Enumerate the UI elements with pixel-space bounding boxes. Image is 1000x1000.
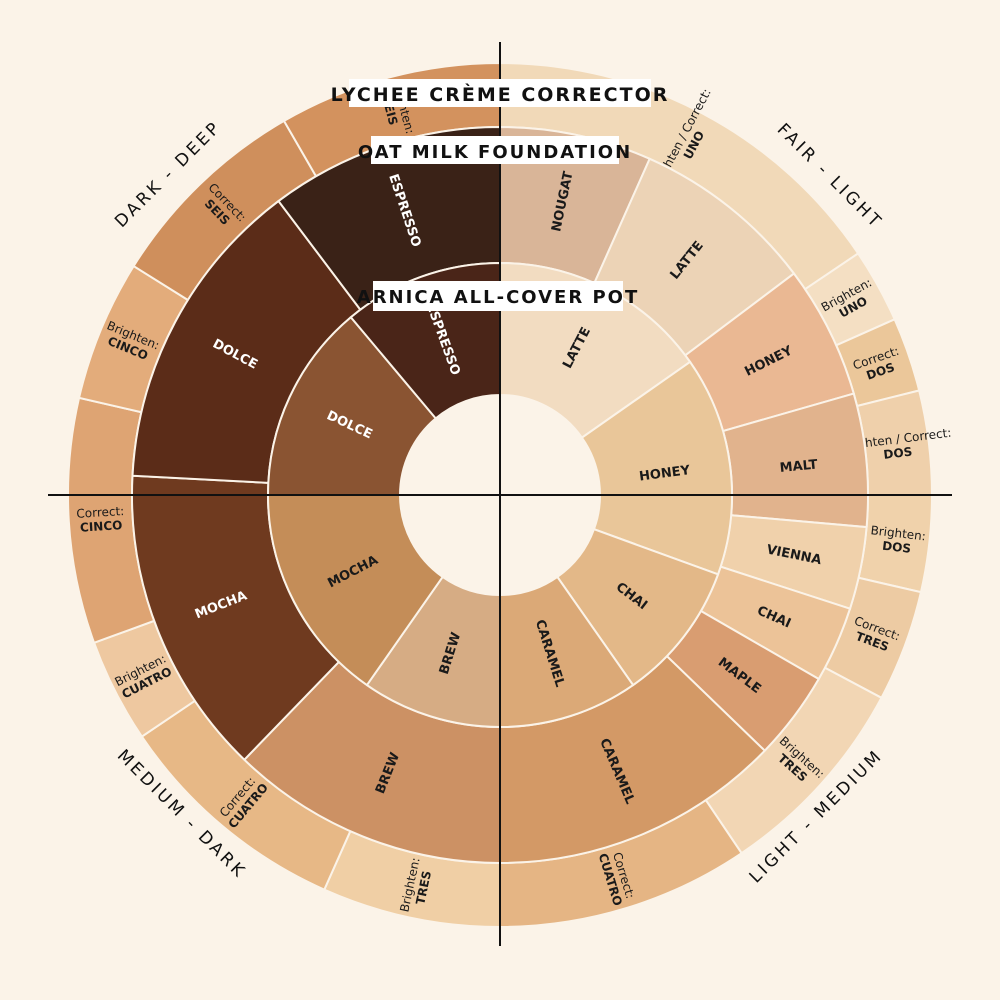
outer-label-line2: CINCO (80, 518, 123, 535)
outer-ring-corrector-shades: Brighten / Correct:UNOBrighten:UNOCorrec… (67, 61, 952, 929)
outer-label-line1: Correct: (76, 504, 125, 521)
outer-label-line1: Brighten: (870, 523, 927, 543)
inner-label-honey: HONEY (638, 463, 691, 485)
outer-label-line2: DOS (883, 444, 913, 461)
outer-label-line2: TRES (413, 870, 434, 906)
svg-text:ARNICA ALL-COVER POT: ARNICA ALL-COVER POT (357, 287, 639, 308)
middle-ring-title: OAT MILK FOUNDATION (358, 136, 632, 164)
inner-ring-title: ARNICA ALL-COVER POT (357, 281, 639, 311)
outer-label-line2: DOS (882, 539, 912, 556)
middle-ring-foundation-shades: NOUGATLATTEHONEYMALTVIENNACHAIMAPLECARAM… (131, 125, 869, 865)
svg-text:OAT MILK FOUNDATION: OAT MILK FOUNDATION (358, 142, 632, 163)
svg-text:LYCHEE CRÈME CORRECTOR: LYCHEE CRÈME CORRECTOR (331, 83, 670, 106)
outer-ring-title: LYCHEE CRÈME CORRECTOR (331, 79, 670, 107)
middle-label-malt: MALT (779, 457, 818, 476)
